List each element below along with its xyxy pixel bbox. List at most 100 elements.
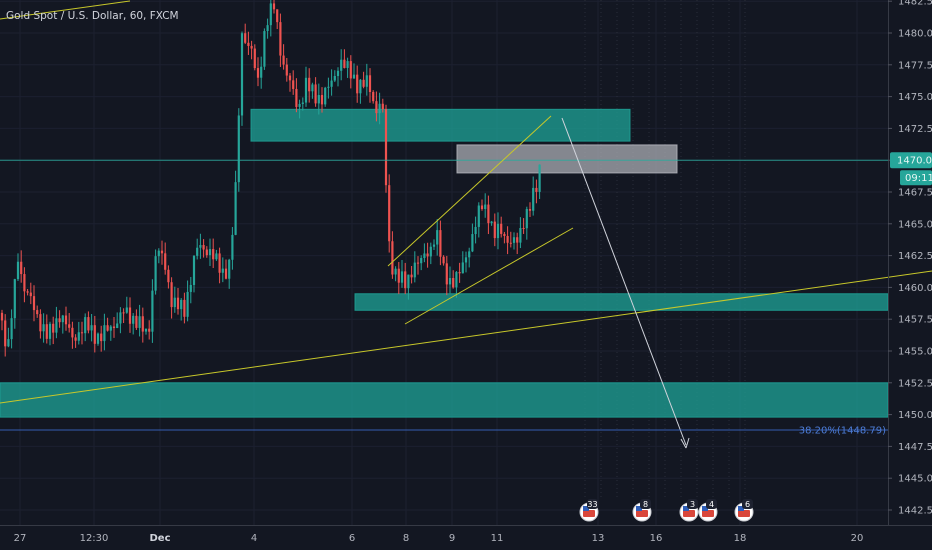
candle-down [362,71,365,89]
candle-down [250,40,253,60]
candle-body [170,282,173,308]
candle-body [29,292,32,297]
candle-body [413,262,416,278]
candle-up [13,278,16,329]
candle-down [135,309,138,330]
candle-body [356,74,359,94]
candle-up [413,251,416,283]
time-label: 27 [14,533,27,544]
candle-body [84,317,87,334]
event-badge[interactable]: 3 [679,499,699,522]
economic-events[interactable]: 33 8 3 4 6 [579,499,754,522]
countdown-bg [900,170,932,186]
candle-down [148,320,151,340]
candle-down [247,31,250,55]
candle-body [327,86,330,88]
candle-down [282,44,285,70]
candle-body [522,228,525,230]
candle-up [96,332,100,346]
symbol-title[interactable]: Gold Spot / U.S. Dollar, 60, FXCM [6,10,179,22]
time-axis[interactable]: 27 12:30 Dec 4 6 8 9 11 13 16 18 20 [0,525,932,545]
event-badge[interactable]: 4 [698,499,718,522]
candle-down [528,202,532,218]
candle-body [208,249,212,256]
candle-down [256,57,260,87]
candle-down [356,65,359,103]
candle-up [538,164,541,199]
price-axis[interactable]: 1482.50 1480.00 1477.50 1475.00 1472.50 1470.… [888,0,932,525]
price-label: 1450.00 [898,410,932,421]
event-count-badge: 8 [640,499,651,509]
flag-canton [738,506,744,511]
candle-down [288,72,292,92]
event-badge[interactable]: 33 [579,499,599,522]
candle-body [125,307,128,313]
candle-up [490,220,493,226]
candle-body [256,68,260,78]
candle-up [144,328,148,335]
candle-body [103,325,106,342]
candle-down [445,255,448,296]
candle-body [250,45,253,49]
candle-body [442,256,445,264]
candle-up [221,257,224,283]
event-badge[interactable]: 6 [734,499,754,522]
time-label: 11 [491,533,504,544]
candle-body [487,204,490,224]
candle-body [160,250,164,254]
event-count-badge: 3 [687,499,698,509]
candle-body [490,221,493,224]
candle-body [116,323,119,329]
candle-body [164,253,167,270]
candle-down [39,309,42,339]
candle-body [55,318,58,333]
candle-body [279,22,282,56]
candle-body [276,9,279,23]
candle-down [480,199,484,211]
candle-body [109,326,112,331]
candle-up [16,253,20,281]
candle-up [269,0,272,37]
candle-up [423,243,426,263]
price-tag-label: 1470.00 [897,156,932,167]
candle-down [493,213,496,247]
candle-body [10,318,13,340]
candle-down [410,265,413,284]
candle-body [480,205,484,210]
candle-body [36,310,39,315]
event-badge[interactable]: 8 [632,499,652,522]
candle-body [157,250,160,257]
candle-body [375,101,378,114]
candle-down [74,334,77,348]
flag-canton [583,506,589,511]
candle-up [84,313,87,342]
candle-body [77,332,80,341]
candle-up [324,86,327,107]
candle-up [394,266,397,282]
candle-body [272,3,276,10]
candle-body [112,326,116,329]
candle-up [468,247,471,268]
candle-body [500,223,503,234]
candle-up [109,324,112,341]
candle-body [362,79,365,87]
candle-body [317,95,320,104]
candle-down [64,306,68,331]
candle-down [128,297,132,333]
candle-down [295,78,298,113]
candle-down [4,314,7,357]
candle-up [477,202,480,238]
event-count: 33 [587,500,597,509]
candle-body [96,333,100,344]
fib-level-label: 38.20%(1448.79) [799,425,886,436]
candle-down [29,282,32,305]
candle-down [506,226,509,255]
price-label: 1457.50 [898,315,932,326]
candle-body [384,109,388,186]
candle-down [112,317,116,338]
candle-down [279,13,282,67]
candle-up [432,239,436,250]
candle-down [45,314,48,344]
event-count-bg [640,499,651,509]
